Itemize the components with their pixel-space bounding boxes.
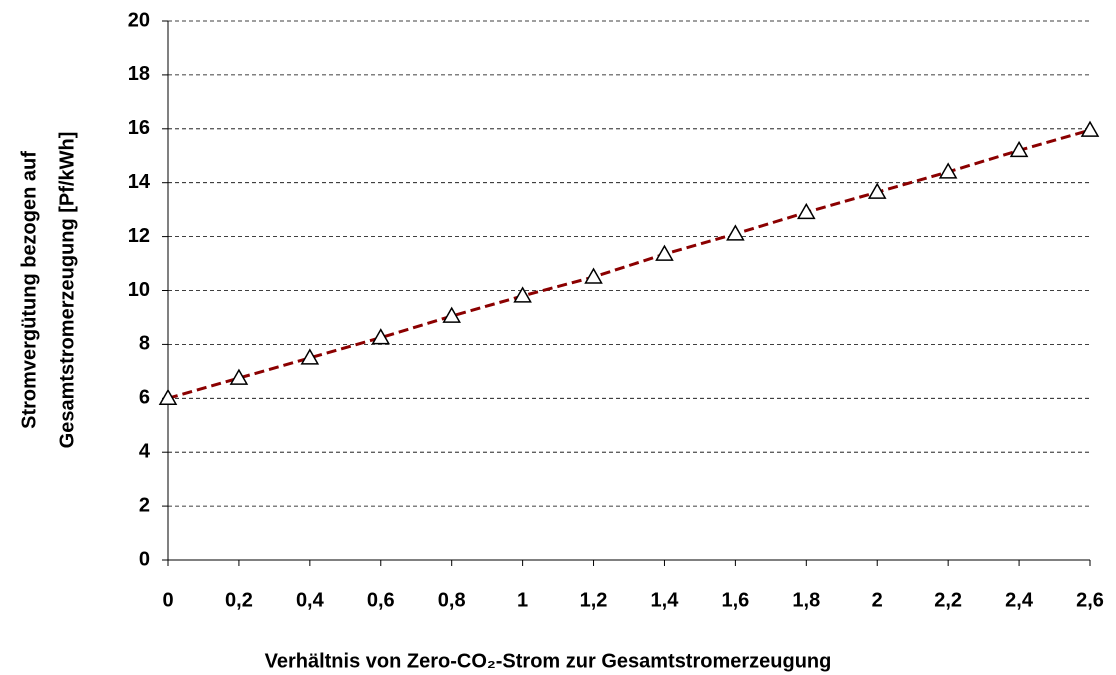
y-axis-label: Stromvergütung bezogen auf Gesamtstromer… xyxy=(18,132,78,449)
x-tick-label: 2 xyxy=(872,589,883,611)
y-axis-label-line: Gesamtstromerzeugung [Pf/kWh] xyxy=(56,132,78,449)
marker xyxy=(513,286,532,303)
marker xyxy=(442,306,461,323)
y-tick-label: 8 xyxy=(139,333,150,355)
y-tick-label: 2 xyxy=(139,494,150,516)
x-tick-label: 2,6 xyxy=(1076,589,1104,611)
x-tick-label: 0,8 xyxy=(438,589,466,611)
marker xyxy=(726,224,745,241)
x-tick-label: 1,6 xyxy=(721,589,749,611)
x-tick-label: 2,2 xyxy=(934,589,962,611)
y-tick-label: 10 xyxy=(128,279,150,301)
x-tick-label: 1,8 xyxy=(792,589,820,611)
marker xyxy=(797,202,816,220)
x-tick-label: 0,6 xyxy=(367,589,395,611)
x-tick-label: 1 xyxy=(517,589,528,611)
x-tick-label: 0 xyxy=(162,589,173,611)
marker xyxy=(371,328,391,345)
y-tick-label: 12 xyxy=(128,225,150,247)
y-tick-label: 20 xyxy=(128,9,150,31)
marker xyxy=(1080,120,1100,137)
x-axis-label: Verhältnis von Zero-CO₂-Strom zur Gesamt… xyxy=(265,650,832,672)
y-axis-label-line: Stromvergütung bezogen auf xyxy=(18,151,40,429)
y-tick-label: 6 xyxy=(139,387,150,409)
marker xyxy=(655,244,674,261)
x-tick-label: 0,2 xyxy=(225,589,253,611)
y-tick-label: 18 xyxy=(128,63,150,85)
y-tick-label: 16 xyxy=(128,117,150,139)
marker xyxy=(584,267,603,284)
x-tick-label: 0,4 xyxy=(296,589,325,611)
marker xyxy=(229,368,249,385)
x-tick-label: 2,4 xyxy=(1005,589,1034,611)
x-tick-label: 1,4 xyxy=(651,589,680,611)
x-tick-label: 1,2 xyxy=(580,589,608,611)
marker xyxy=(158,388,178,406)
y-tick-label: 14 xyxy=(128,171,151,193)
marker xyxy=(867,182,887,199)
y-tick-label: 0 xyxy=(139,548,150,570)
line xyxy=(167,128,1091,400)
marker xyxy=(1009,140,1029,158)
marker xyxy=(300,348,320,365)
y-tick-label: 4 xyxy=(139,440,151,462)
marker xyxy=(938,162,958,179)
